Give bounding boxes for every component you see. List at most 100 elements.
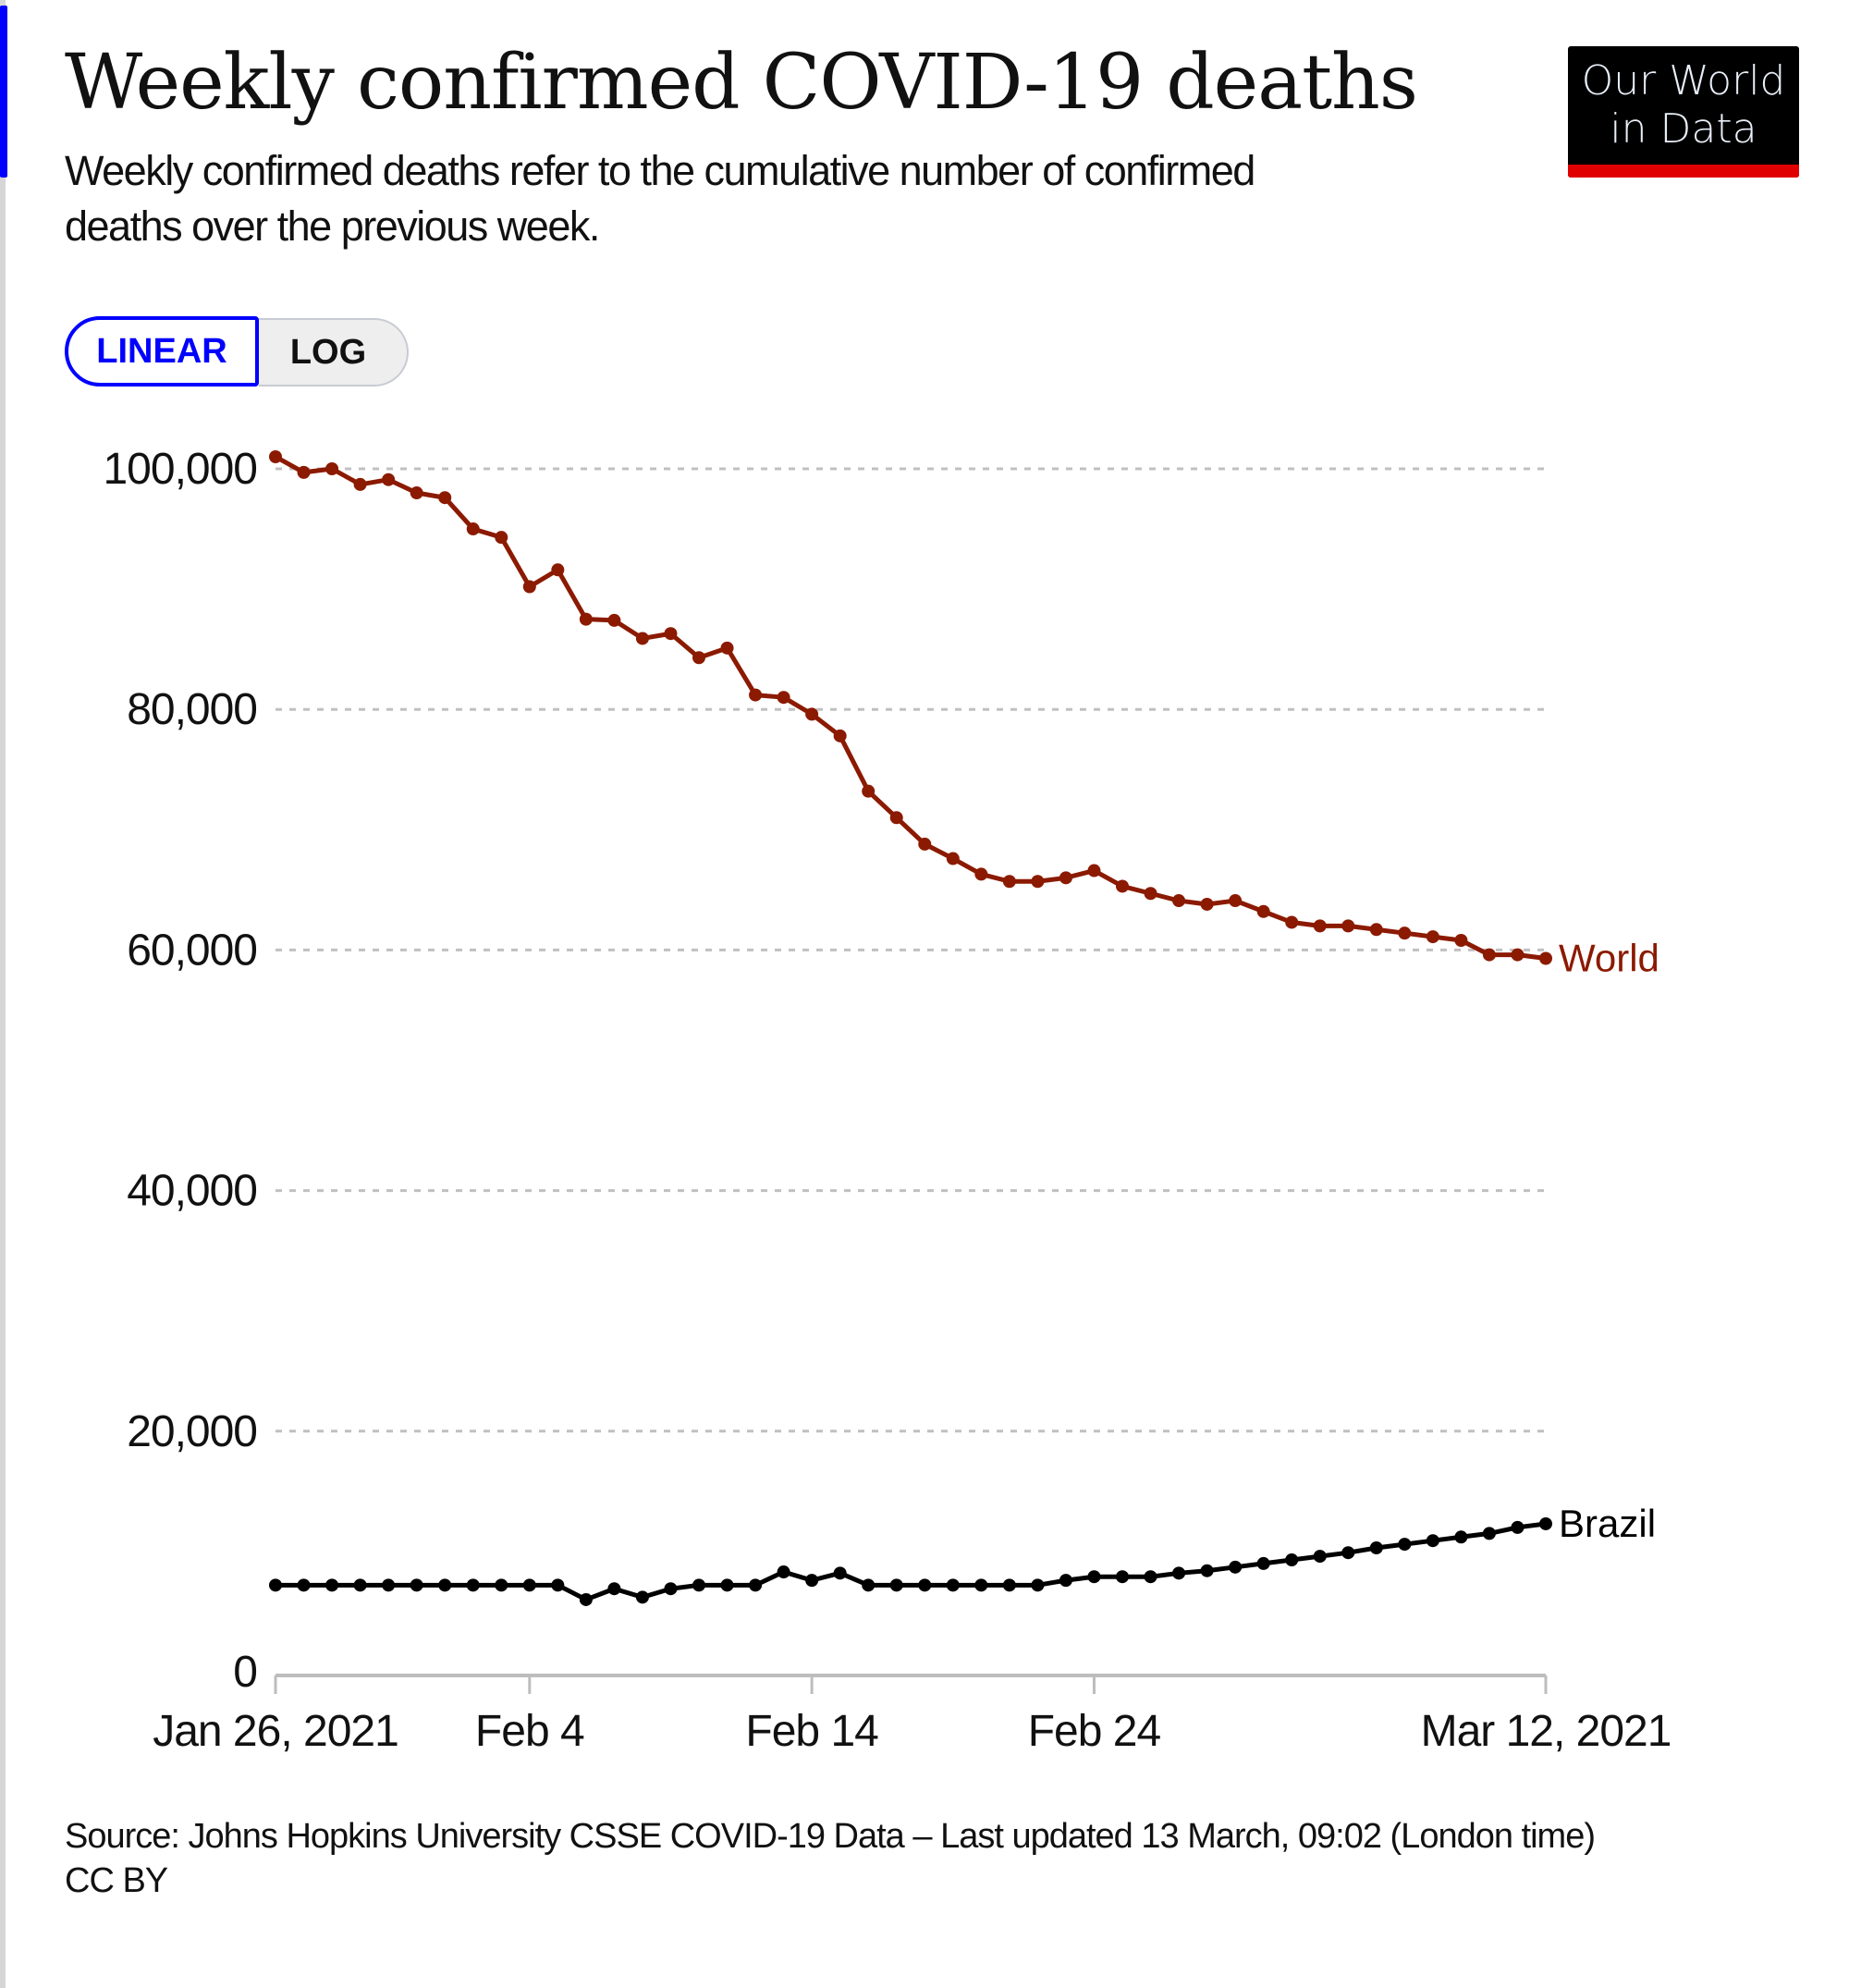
linear-scale-button[interactable]: LINEAR — [65, 316, 259, 387]
data-point[interactable] — [579, 612, 593, 626]
data-point[interactable] — [805, 1574, 819, 1588]
data-point[interactable] — [805, 707, 819, 721]
data-point[interactable] — [607, 613, 621, 627]
data-point[interactable] — [522, 1578, 536, 1592]
data-point[interactable] — [1285, 1553, 1299, 1567]
data-point[interactable] — [325, 462, 339, 475]
data-point[interactable] — [1116, 1570, 1129, 1584]
data-point[interactable] — [551, 563, 565, 577]
y-axis: 0 20,000 40,000 60,000 80,000 100,000 — [103, 445, 258, 1697]
data-point[interactable] — [1426, 930, 1439, 944]
data-point[interactable] — [946, 1578, 960, 1592]
data-point[interactable] — [777, 691, 790, 705]
data-point[interactable] — [382, 1578, 396, 1592]
data-point[interactable] — [1369, 1540, 1383, 1554]
data-point[interactable] — [1200, 1564, 1214, 1577]
data-point[interactable] — [1454, 933, 1468, 947]
log-scale-button[interactable]: LOG — [259, 318, 409, 387]
data-point[interactable] — [1539, 951, 1552, 965]
data-point[interactable] — [1002, 1578, 1016, 1592]
series-label-brazil[interactable]: Brazil — [1559, 1502, 1656, 1545]
data-point[interactable] — [918, 1578, 932, 1592]
data-point[interactable] — [1229, 894, 1243, 908]
data-point[interactable] — [1087, 1570, 1101, 1584]
data-point[interactable] — [522, 580, 536, 594]
data-point[interactable] — [862, 784, 876, 798]
data-point[interactable] — [720, 641, 734, 655]
data-point[interactable] — [918, 837, 932, 851]
owid-logo[interactable]: Our World in Data — [1568, 46, 1799, 178]
data-point[interactable] — [664, 1582, 678, 1596]
data-point[interactable] — [410, 1578, 423, 1592]
data-point[interactable] — [833, 1566, 847, 1580]
line-chart: 0 20,000 40,000 60,000 80,000 100,000 Jan 26,… — [103, 445, 1671, 1756]
data-point[interactable] — [1031, 1578, 1045, 1592]
data-point[interactable] — [1059, 1574, 1072, 1588]
data-point[interactable] — [749, 688, 763, 702]
data-point[interactable] — [466, 1578, 480, 1592]
data-point[interactable] — [889, 811, 903, 825]
data-point[interactable] — [1002, 875, 1016, 889]
data-point[interactable] — [1398, 1538, 1412, 1552]
data-point[interactable] — [353, 477, 367, 491]
data-point[interactable] — [1511, 1520, 1525, 1534]
data-point[interactable] — [1116, 879, 1129, 893]
data-point[interactable] — [1285, 915, 1299, 929]
data-point[interactable] — [777, 1565, 790, 1579]
data-point[interactable] — [1172, 894, 1186, 908]
data-point[interactable] — [1369, 923, 1383, 937]
data-point[interactable] — [862, 1578, 876, 1592]
data-point[interactable] — [466, 522, 480, 536]
data-point[interactable] — [1454, 1530, 1468, 1544]
data-point[interactable] — [607, 1582, 621, 1596]
data-point[interactable] — [1087, 864, 1101, 877]
data-point[interactable] — [1256, 1556, 1270, 1570]
data-point[interactable] — [664, 627, 678, 641]
data-point[interactable] — [1031, 875, 1045, 889]
data-point[interactable] — [1482, 948, 1496, 962]
data-point[interactable] — [635, 1590, 649, 1604]
data-point[interactable] — [1511, 948, 1525, 962]
data-point[interactable] — [1172, 1566, 1186, 1580]
data-point[interactable] — [551, 1578, 565, 1592]
data-point[interactable] — [495, 1578, 508, 1592]
data-point[interactable] — [1200, 897, 1214, 911]
data-point[interactable] — [1313, 919, 1327, 933]
series-label-world[interactable]: World — [1559, 937, 1659, 980]
data-point[interactable] — [1229, 1560, 1243, 1574]
data-point[interactable] — [692, 1578, 705, 1592]
data-point[interactable] — [1144, 1570, 1157, 1584]
data-point[interactable] — [325, 1578, 339, 1592]
data-point[interactable] — [889, 1578, 903, 1592]
data-point[interactable] — [974, 1578, 988, 1592]
data-point[interactable] — [1313, 1550, 1327, 1564]
data-point[interactable] — [269, 1578, 282, 1592]
data-point[interactable] — [833, 729, 847, 742]
data-point[interactable] — [1144, 887, 1157, 901]
data-point[interactable] — [974, 867, 988, 881]
data-point[interactable] — [692, 651, 705, 665]
x-tick-label: Feb 14 — [745, 1707, 878, 1756]
data-point[interactable] — [579, 1592, 593, 1606]
data-point[interactable] — [382, 472, 396, 486]
data-point[interactable] — [438, 491, 452, 505]
data-point[interactable] — [297, 465, 311, 479]
data-point[interactable] — [635, 632, 649, 645]
data-point[interactable] — [720, 1578, 734, 1592]
data-point[interactable] — [353, 1578, 367, 1592]
data-point[interactable] — [1539, 1516, 1552, 1530]
data-point[interactable] — [1341, 919, 1355, 933]
data-point[interactable] — [1398, 927, 1412, 940]
data-point[interactable] — [1341, 1546, 1355, 1560]
data-point[interactable] — [410, 486, 423, 500]
data-point[interactable] — [1426, 1534, 1439, 1548]
data-point[interactable] — [1059, 871, 1072, 885]
data-point[interactable] — [269, 449, 282, 463]
data-point[interactable] — [438, 1578, 452, 1592]
data-point[interactable] — [495, 531, 508, 545]
data-point[interactable] — [1482, 1527, 1496, 1540]
data-point[interactable] — [749, 1578, 763, 1592]
data-point[interactable] — [1256, 904, 1270, 918]
data-point[interactable] — [297, 1578, 311, 1592]
data-point[interactable] — [946, 852, 960, 865]
